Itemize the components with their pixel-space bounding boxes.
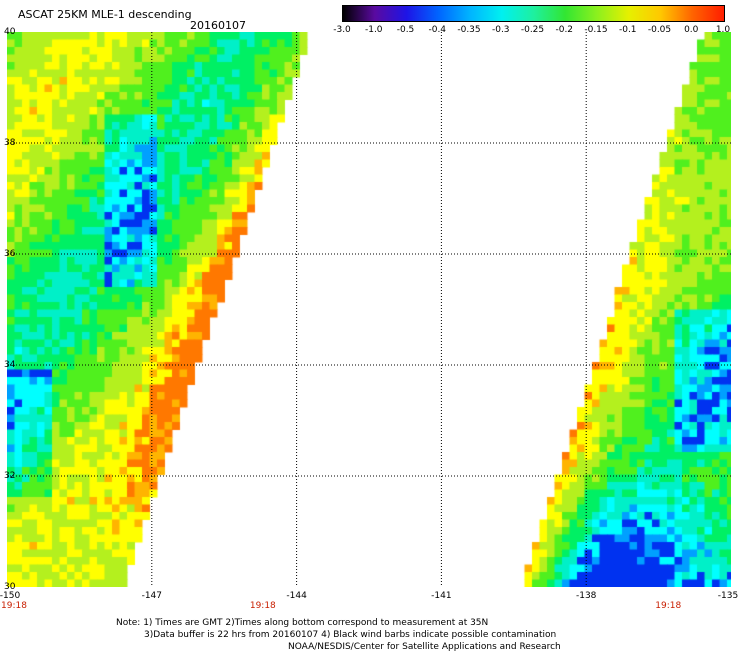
map-title: ASCAT 25KM MLE-1 descending (18, 8, 192, 21)
latitude-label: 36 (4, 249, 16, 259)
time-label: 19:18 (249, 601, 276, 611)
colorbar-label: -0.15 (584, 25, 608, 35)
longitude-label: -135 (717, 591, 739, 601)
longitude-label: -150 (0, 591, 21, 601)
colorbar-label: 1.0 (715, 25, 731, 35)
longitude-label: -138 (575, 591, 597, 601)
colorbar-label: -1.0 (364, 25, 383, 35)
colorbar-label: -0.05 (647, 25, 672, 35)
footer-note: Note: 1) Times are GMT 2)Times along bot… (116, 617, 561, 653)
latitude-label: 38 (4, 138, 16, 148)
latitude-label: 32 (4, 471, 16, 481)
map-plot-area (7, 32, 731, 587)
map-date: 20160107 (190, 19, 246, 32)
colorbar-label: -0.4 (428, 25, 447, 35)
time-label: 19:18 (655, 601, 682, 611)
latitude-label: 34 (4, 360, 16, 370)
note-line-3: NOAA/NESDIS/Center for Satellite Applica… (288, 642, 561, 652)
longitude-label: -144 (286, 591, 307, 601)
colorbar-label: -0.3 (491, 25, 510, 35)
colorbar-label: -0.1 (618, 25, 637, 35)
note-line-1: Note: 1) Times are GMT 2)Times along bot… (116, 618, 489, 628)
latitude-label: 30 (4, 582, 16, 592)
time-label: 19:18 (1, 601, 27, 611)
colorbar-label: -3.0 (333, 25, 351, 35)
latitude-label: 40 (4, 27, 16, 37)
longitude-label: -141 (431, 591, 452, 601)
note-line-2: 3)Data buffer is 22 hrs from 20160107 4)… (144, 630, 557, 640)
colorbar-label: 0.0 (684, 25, 699, 35)
longitude-label: -147 (141, 591, 163, 601)
colorbar-label: -0.25 (520, 25, 545, 35)
colorbar (342, 5, 725, 22)
colorbar-label: -0.2 (555, 25, 574, 35)
swath-data-canvas (7, 32, 731, 587)
colorbar-label: -0.35 (457, 25, 481, 35)
colorbar-label: -0.5 (396, 25, 415, 35)
graticule (7, 32, 731, 587)
